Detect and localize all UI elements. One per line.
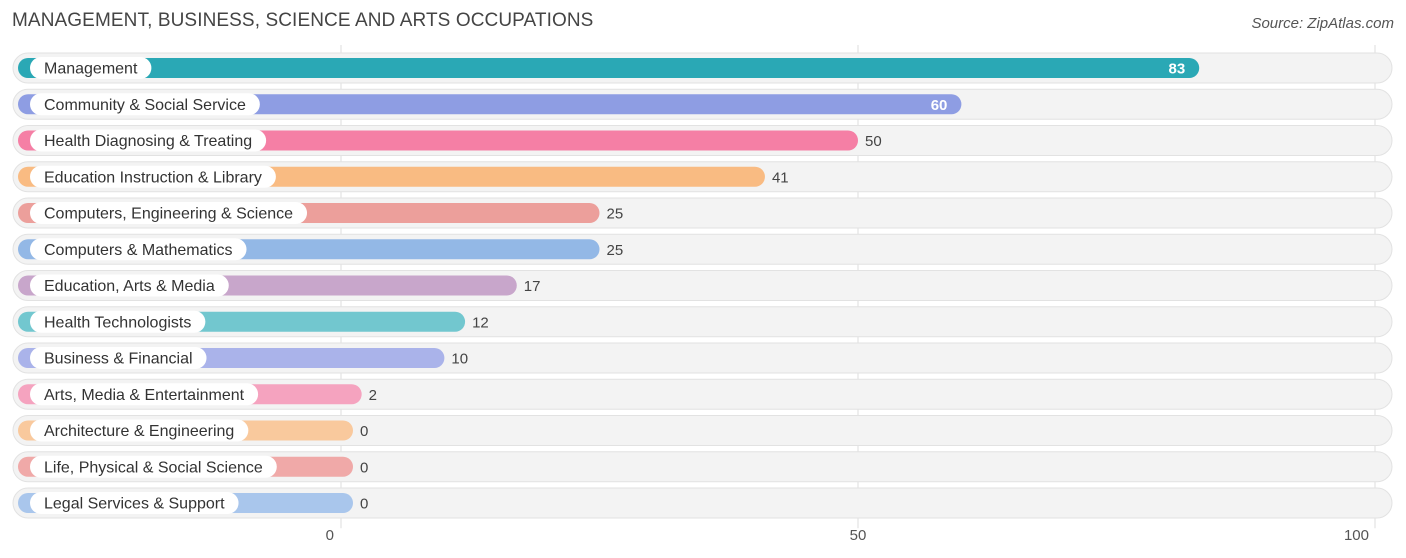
- bar-row-10: Arts, Media & Entertainment 2: [12, 378, 1393, 410]
- bar-track: [12, 451, 1393, 483]
- bar-row-7: Education, Arts & Media 17: [12, 270, 1393, 301]
- bar-row-8: Health Technologists 12: [12, 306, 1393, 338]
- value-label: 83: [1169, 61, 1186, 78]
- category-label-pill: [30, 165, 276, 188]
- category-label-pill: [30, 202, 308, 224]
- category-label-pill: [30, 238, 247, 261]
- value-label: 10: [451, 351, 468, 368]
- value-label: 25: [607, 242, 624, 259]
- bar-row-9: Business & Financial 10: [12, 342, 1393, 374]
- category-label-pill: [30, 274, 229, 297]
- x-tick-label-50: 50: [850, 527, 867, 544]
- category-label-pill: [30, 455, 277, 478]
- category-label-pill: [30, 419, 249, 442]
- x-tick-label-100: 100: [1344, 527, 1369, 544]
- value-label: 12: [472, 314, 489, 331]
- x-tick-label-0: 0: [326, 527, 334, 544]
- bar-row-4: Education Instruction & Library 41: [12, 161, 1393, 193]
- source-note: Source: ZipAtlas.com: [1251, 15, 1394, 32]
- value-label: 17: [524, 278, 541, 295]
- bar: [18, 58, 1200, 78]
- category-label: Health Diagnosing & Treating: [44, 133, 252, 150]
- category-label-pill: [30, 492, 239, 514]
- bar-track: [12, 415, 1393, 446]
- category-label: Architecture & Engineering: [44, 423, 234, 440]
- category-label-pill: [30, 57, 152, 79]
- category-label-pill: [30, 310, 206, 333]
- category-label-pill: [30, 383, 259, 406]
- bar-row-3: Health Diagnosing & Treating 50: [12, 125, 1393, 156]
- category-label: Computers & Mathematics: [44, 242, 233, 259]
- category-label-pill: [30, 129, 267, 152]
- bar-row-1: Management 83: [12, 52, 1393, 84]
- value-label: 50: [865, 133, 882, 150]
- category-label: Education Instruction & Library: [44, 169, 262, 186]
- bar-row-6: Computers & Mathematics 25: [12, 233, 1393, 265]
- category-label: Health Technologists: [44, 314, 191, 331]
- category-label: Arts, Media & Entertainment: [44, 387, 245, 404]
- bar-row-5: Computers, Engineering & Science 25: [12, 197, 1393, 229]
- category-label: Education, Arts & Media: [44, 278, 215, 295]
- category-label: Business & Financial: [44, 351, 193, 368]
- value-label: 41: [772, 169, 789, 186]
- category-label: Management: [44, 61, 138, 78]
- bar-row-13: Legal Services & Support 0: [12, 487, 1393, 519]
- value-label: 60: [931, 97, 948, 114]
- category-label: Computers, Engineering & Science: [44, 206, 293, 223]
- value-label: 0: [360, 423, 368, 440]
- chart-title: MANAGEMENT, BUSINESS, SCIENCE AND ARTS O…: [12, 10, 594, 31]
- value-label: 25: [607, 206, 624, 223]
- bar-row-11: Architecture & Engineering 0: [12, 415, 1393, 446]
- bar-track: [12, 487, 1393, 519]
- category-label-pill: [30, 93, 260, 116]
- category-label: Life, Physical & Social Science: [44, 459, 263, 476]
- category-label-pill: [30, 347, 207, 369]
- value-label: 2: [369, 387, 377, 404]
- value-label: 0: [360, 496, 368, 513]
- bar-row-12: Life, Physical & Social Science 0: [12, 451, 1393, 483]
- category-label: Legal Services & Support: [44, 496, 225, 513]
- category-label: Community & Social Service: [44, 97, 246, 114]
- value-label: 0: [360, 459, 368, 476]
- bar-row-2: Community & Social Service 60: [12, 88, 1393, 120]
